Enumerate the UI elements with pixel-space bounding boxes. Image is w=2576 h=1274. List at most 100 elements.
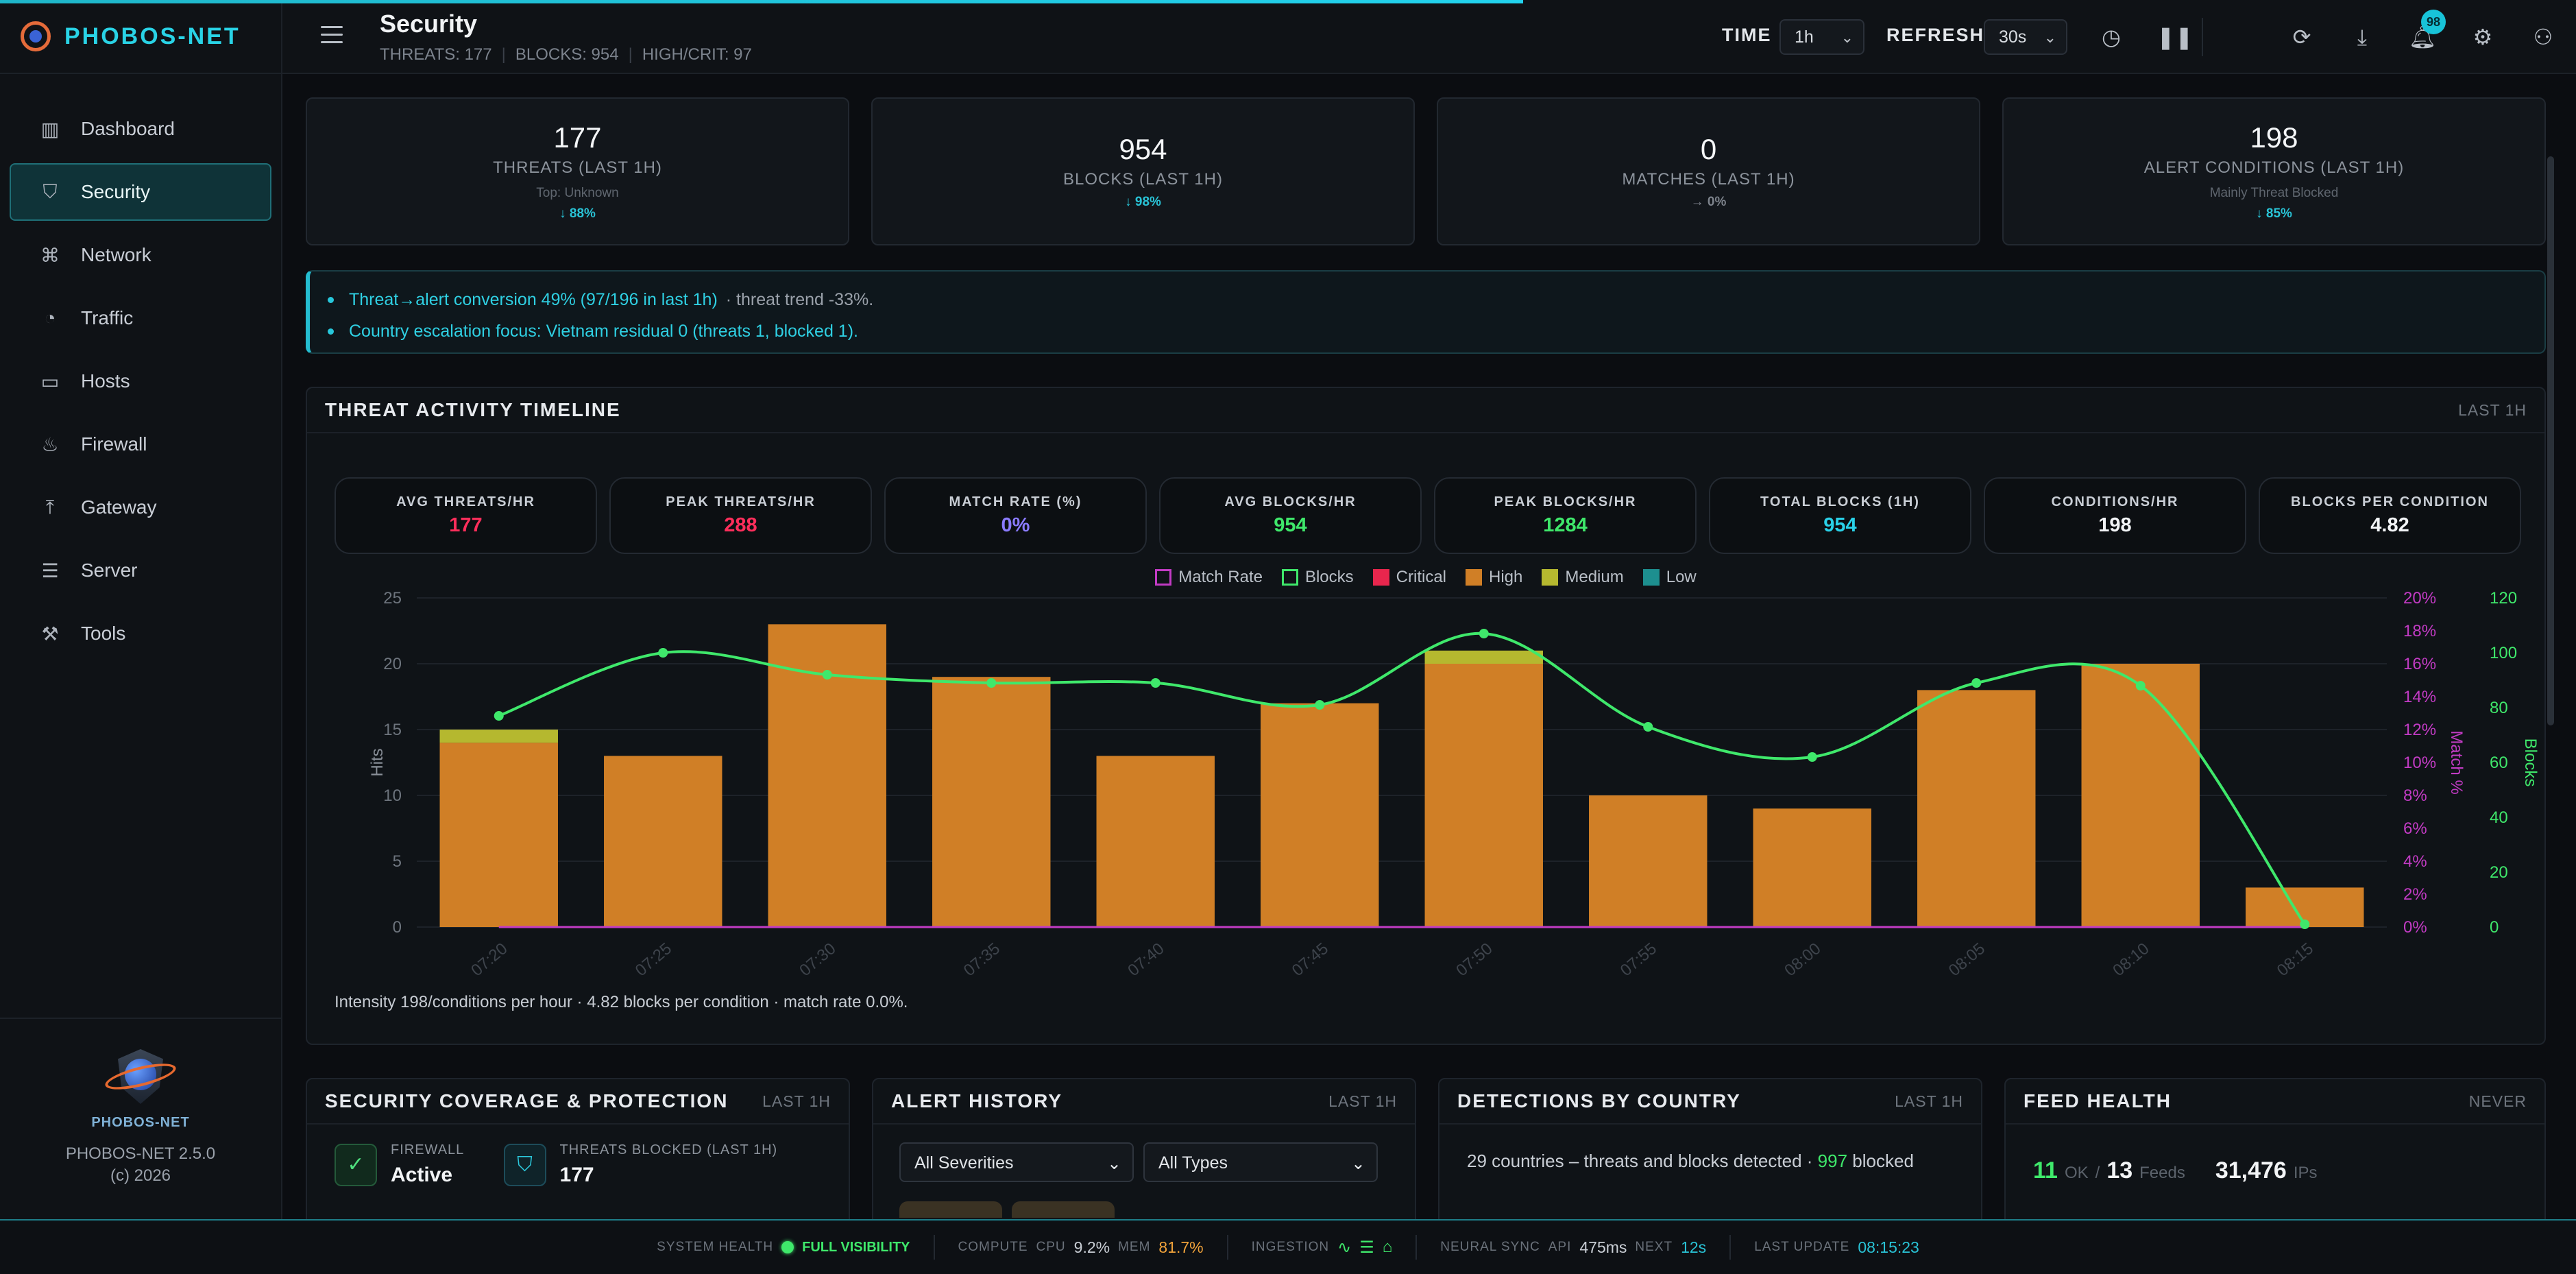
y-tick-label: 10 xyxy=(383,786,402,805)
timeline-metric-card: AVG THREATS/HR 177 xyxy=(335,477,597,554)
metric-value: 4.82 xyxy=(2370,514,2409,536)
legend-item-blocks[interactable]: Blocks xyxy=(1281,568,1354,587)
metric-value: 177 xyxy=(449,514,483,536)
x-tick-label: 08:15 xyxy=(2274,939,2317,980)
legend-label: Blocks xyxy=(1304,568,1354,586)
status-key: LAST UPDATE xyxy=(1754,1240,1850,1254)
kpi-card[interactable]: 198 ALERT CONDITIONS (LAST 1H) Mainly Thre… xyxy=(2002,97,2546,245)
chart-summary-note: Intensity 198/conditions per hour · 4.82… xyxy=(335,993,908,1011)
panel-title: ALERT HISTORY xyxy=(891,1090,1063,1111)
history-clock-icon[interactable]: ◷ xyxy=(2102,25,2121,49)
sidebar-item-dashboard[interactable]: ▥ Dashboard xyxy=(10,100,271,158)
sidebar-nav: ▥ Dashboard ⛉ Security ⌘ Network ◔ Traffic ▭ Host… xyxy=(0,74,281,662)
download-icon[interactable]: ⤓ xyxy=(2357,25,2368,49)
panel-time-tag: NEVER xyxy=(2468,1092,2527,1110)
chevron-down-icon: ⌄ xyxy=(1351,1154,1365,1173)
legend-item-high[interactable]: High xyxy=(1466,568,1522,587)
alert-history-panel: ALERT HISTORY LAST 1H All Severities ⌄ All… xyxy=(872,1078,1416,1219)
legend-swatch xyxy=(1642,569,1660,586)
sidebar-item-hosts[interactable]: ▭ Hosts xyxy=(10,352,271,410)
blocks-point xyxy=(494,711,504,721)
shield-icon: ⛉ xyxy=(42,180,58,202)
legend-label: Low xyxy=(1666,568,1697,586)
gear-icon[interactable]: ⚙ xyxy=(2472,25,2493,49)
main-scrollbar[interactable] xyxy=(2547,156,2554,725)
x-tick-label: 07:35 xyxy=(960,939,1004,980)
refresh-icon[interactable]: ⟳ xyxy=(2292,25,2311,49)
main-content: 177 THREATS (LAST 1H) Top: Unknown ↓ 88% 954… xyxy=(282,74,2558,1219)
y-tick-label: 5 xyxy=(393,852,402,871)
kpi-card[interactable]: 0 MATCHES (LAST 1H) → 0% xyxy=(1437,97,1980,245)
legend-item-medium[interactable]: Medium xyxy=(1542,568,1624,587)
bar-high xyxy=(932,677,1051,927)
metric-label: AVG BLOCKS/HR xyxy=(1224,494,1357,509)
sidebar-item-tools[interactable]: ⚒ Tools xyxy=(10,605,271,662)
sidebar-item-firewall[interactable]: ♨ Firewall xyxy=(10,416,271,473)
time-range-select[interactable]: 1h ⌄ xyxy=(1779,19,1864,55)
feeds-separator: / xyxy=(2095,1164,2100,1182)
insight-line: Threat→alert conversion 49% (97/196 in l… xyxy=(328,284,2544,315)
legend-item-critical[interactable]: Critical xyxy=(1372,568,1446,587)
alert-filter-chip[interactable] xyxy=(1012,1201,1115,1218)
cpu-value: 9.2% xyxy=(1073,1238,1110,1256)
wrench-icon: ⚒ xyxy=(41,623,59,645)
y3-tick-label: 100 xyxy=(2490,644,2517,662)
sidebar-item-gateway[interactable]: ⤒ Gateway xyxy=(10,479,271,536)
refresh-interval-select[interactable]: 30s ⌄ xyxy=(1984,19,2067,55)
metric-label: CONDITIONS/HR xyxy=(2051,494,2179,509)
metric-label: PEAK BLOCKS/HR xyxy=(1494,494,1637,509)
bar-high xyxy=(2081,664,2200,927)
threats-blocked-label: THREATS BLOCKED (LAST 1H) xyxy=(559,1142,778,1157)
type-filter-select[interactable]: All Types ⌄ xyxy=(1143,1142,1378,1182)
alert-filter-chip[interactable] xyxy=(899,1201,1002,1218)
time-range-value: 1h xyxy=(1795,27,1814,47)
feed-ip-label: IPs xyxy=(2293,1164,2318,1182)
sidebar-item-network[interactable]: ⌘ Network xyxy=(10,226,271,284)
insight-country-focus[interactable]: Country escalation focus: Vietnam residu… xyxy=(349,321,858,341)
legend-item-low[interactable]: Low xyxy=(1642,568,1697,587)
blocks-point xyxy=(1479,629,1489,638)
kpi-card[interactable]: 954 BLOCKS (LAST 1H) ↓ 98% xyxy=(871,97,1415,245)
panel-time-tag: LAST 1H xyxy=(1895,1092,1963,1110)
sidebar-item-server[interactable]: ☰ Server xyxy=(10,542,271,599)
firewall-value: Active xyxy=(391,1164,453,1186)
feeds-total-label: Feeds xyxy=(2139,1164,2185,1182)
bar-medium xyxy=(439,730,558,743)
metric-label: PEAK THREATS/HR xyxy=(666,494,816,509)
blocks-point xyxy=(1150,678,1161,688)
sidebar-item-traffic[interactable]: ◔ Traffic xyxy=(10,289,271,347)
bar-high xyxy=(439,743,558,927)
legend-item-match-rate[interactable]: Match Rate xyxy=(1155,568,1263,587)
sidebar-item-label: Firewall xyxy=(81,433,147,455)
y3-tick-label: 0 xyxy=(2490,918,2499,937)
severity-filter-select[interactable]: All Severities ⌄ xyxy=(899,1142,1134,1182)
page-title: Security xyxy=(380,10,478,38)
pause-icon[interactable]: ❚❚ xyxy=(2156,25,2194,49)
api-latency: 475ms xyxy=(1579,1238,1627,1256)
sidebar-item-label: Server xyxy=(81,560,138,581)
menu-toggle-icon[interactable] xyxy=(321,26,343,49)
kpi-card[interactable]: 177 THREATS (LAST 1H) Top: Unknown ↓ 88% xyxy=(306,97,849,245)
timeline-metrics: AVG THREATS/HR 177 PEAK THREATS/HR 288 MATCH… xyxy=(335,477,2521,554)
sidebar-item-label: Gateway xyxy=(81,496,157,518)
gauge-icon: ◔ xyxy=(44,307,56,328)
notification-badge: 98 xyxy=(2421,10,2446,34)
x-tick-label: 07:40 xyxy=(1124,939,1167,980)
kpi-label: ALERT CONDITIONS (LAST 1H) xyxy=(2143,158,2405,177)
y3-tick-label: 120 xyxy=(2490,589,2517,608)
version-label: PHOBOS-NET 2.5.0 xyxy=(65,1144,216,1163)
x-tick-label: 08:10 xyxy=(2109,939,2152,980)
y2-tick-label: 0% xyxy=(2403,918,2427,937)
brand[interactable]: PHOBOS-NET xyxy=(0,0,281,74)
sidebar-item-label: Hosts xyxy=(81,370,130,392)
home-icon: ⌂ xyxy=(1382,1238,1393,1256)
user-icon[interactable]: ⚇ xyxy=(2533,25,2553,49)
panel-time-tag: LAST 1H xyxy=(762,1092,831,1110)
insight-conversion[interactable]: Threat→alert conversion 49% (97/196 in l… xyxy=(349,289,718,309)
panel-title: THREAT ACTIVITY TIMELINE xyxy=(325,399,621,420)
feeds-ok-count: 11 xyxy=(2033,1157,2058,1183)
compute-status: COMPUTE CPU 9.2% MEM 81.7% xyxy=(935,1235,1228,1260)
sidebar-item-security[interactable]: ⛉ Security xyxy=(10,163,271,221)
firewall-label: FIREWALL xyxy=(391,1142,465,1157)
panel-time-tag: LAST 1H xyxy=(2458,400,2527,419)
